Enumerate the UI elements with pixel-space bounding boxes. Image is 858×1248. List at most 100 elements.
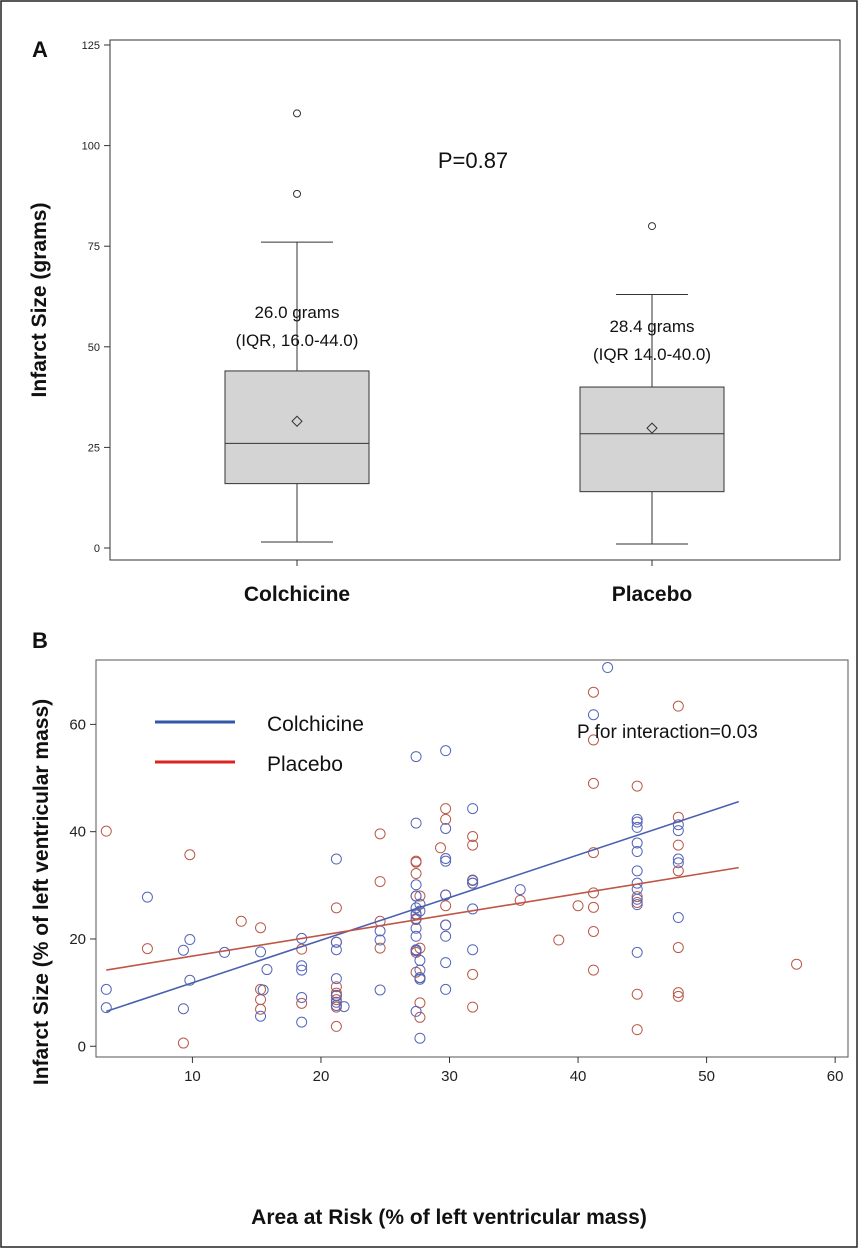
placebo-point xyxy=(587,925,599,937)
panel-b-y-tick-label: 40 xyxy=(69,824,86,841)
placebo-point xyxy=(177,1037,189,1049)
placebo-point xyxy=(255,1003,267,1015)
placebo-point xyxy=(631,988,643,1000)
placebo-point xyxy=(587,887,599,899)
colchicine-point xyxy=(184,974,196,986)
panel-b-x-tick-label: 50 xyxy=(698,1068,715,1085)
placebo-point xyxy=(587,734,599,746)
colchicine-point xyxy=(374,934,386,946)
box-iqr-label: (IQR, 16.0-44.0) xyxy=(236,331,359,350)
placebo-point xyxy=(435,842,447,854)
colchicine-point xyxy=(414,905,426,917)
panel-a-categories: Colchicine Placebo xyxy=(244,560,692,606)
panel-a-y-tick-label: 125 xyxy=(82,40,100,52)
placebo-point xyxy=(672,700,684,712)
placebo-point xyxy=(440,803,452,815)
placebo-point xyxy=(672,839,684,851)
placebo-point xyxy=(514,894,526,906)
colchicine-point xyxy=(330,999,342,1011)
colchicine-point xyxy=(440,822,452,834)
colchicine-point xyxy=(440,957,452,969)
colchicine-point xyxy=(296,960,308,972)
colchicine-point xyxy=(672,912,684,924)
colchicine-point xyxy=(467,803,479,815)
colchicine-point xyxy=(440,889,452,901)
placebo-point xyxy=(672,942,684,954)
colchicine-point xyxy=(255,946,267,958)
panel-b-fit-lines xyxy=(106,800,739,1013)
colchicine-point xyxy=(631,946,643,958)
box-mean-marker xyxy=(291,415,303,427)
placebo-point xyxy=(572,900,584,912)
panel-b-x-tick-label: 20 xyxy=(313,1068,330,1085)
placebo-point xyxy=(587,847,599,859)
colchicine-point xyxy=(410,930,422,942)
panel-b-x-tick-label: 10 xyxy=(184,1068,201,1085)
placebo-fit-line xyxy=(106,866,739,971)
colchicine-point xyxy=(587,709,599,721)
placebo-point xyxy=(374,942,386,954)
panel-a-y-tick-label: 50 xyxy=(88,342,100,354)
colchicine-point xyxy=(440,983,452,995)
colchicine-point xyxy=(330,853,342,865)
placebo-point xyxy=(631,891,643,903)
placebo-point xyxy=(184,849,196,861)
placebo-point xyxy=(414,890,426,902)
colchicine-point xyxy=(410,1005,422,1017)
colchicine-point xyxy=(631,816,643,828)
panel-b-x-tick-label: 40 xyxy=(570,1068,587,1085)
colchicine-point xyxy=(296,964,308,976)
colchicine-point xyxy=(184,934,196,946)
panel-a-category-label: Colchicine xyxy=(244,583,350,606)
panel-b-x-tick-label: 60 xyxy=(827,1068,844,1085)
box-mean-marker xyxy=(646,422,658,434)
colchicine-point xyxy=(414,964,426,976)
box-iqr xyxy=(579,386,725,493)
box-median-label: 28.4 grams xyxy=(609,317,694,336)
colchicine-point xyxy=(440,745,452,757)
placebo-point xyxy=(587,901,599,913)
panel-a-y-tick-label: 75 xyxy=(88,241,100,253)
colchicine-point xyxy=(467,944,479,956)
colchicine-point xyxy=(514,884,526,896)
placebo-point xyxy=(672,865,684,877)
colchicine-point xyxy=(177,1003,189,1015)
placebo-point xyxy=(374,828,386,840)
colchicine-point xyxy=(440,853,452,864)
placebo-point xyxy=(296,997,308,1009)
colchicine-point xyxy=(330,973,342,985)
placebo-point xyxy=(235,915,247,927)
colchicine-point xyxy=(410,945,422,957)
box-outlier xyxy=(293,189,301,198)
panel-b-x-tick-label: 30 xyxy=(441,1068,458,1085)
panel-b-axes: 10 20 30 40 50 60 0 20 40 60 xyxy=(69,716,843,1085)
colchicine-point xyxy=(631,865,643,877)
placebo-point xyxy=(374,876,386,888)
colchicine-point xyxy=(631,821,643,833)
panel-b-legend: Colchicine Placebo xyxy=(155,713,364,776)
placebo-point xyxy=(467,839,479,851)
placebo-point xyxy=(631,1024,643,1036)
placebo-point xyxy=(141,943,153,955)
placebo-point xyxy=(410,868,422,880)
colchicine-point xyxy=(602,662,614,674)
panel-a-label: A xyxy=(32,37,48,62)
colchicine-point xyxy=(177,944,189,956)
colchicine-point xyxy=(414,973,426,985)
placebo-point xyxy=(296,943,308,955)
colchicine-point xyxy=(440,930,452,942)
placebo-point xyxy=(672,987,684,999)
colchicine-point xyxy=(338,1001,350,1013)
placebo-point xyxy=(410,856,422,868)
colchicine-point xyxy=(631,846,643,858)
placebo-point xyxy=(414,1011,426,1023)
placebo-point xyxy=(587,777,599,789)
panel-a-category-label: Placebo xyxy=(612,583,693,606)
colchicine-point xyxy=(410,902,422,914)
box-median-label: 26.0 grams xyxy=(254,303,339,322)
colchicine-point xyxy=(255,1010,267,1022)
panel-a-p-value: P=0.87 xyxy=(438,148,508,173)
colchicine-point xyxy=(440,919,452,931)
